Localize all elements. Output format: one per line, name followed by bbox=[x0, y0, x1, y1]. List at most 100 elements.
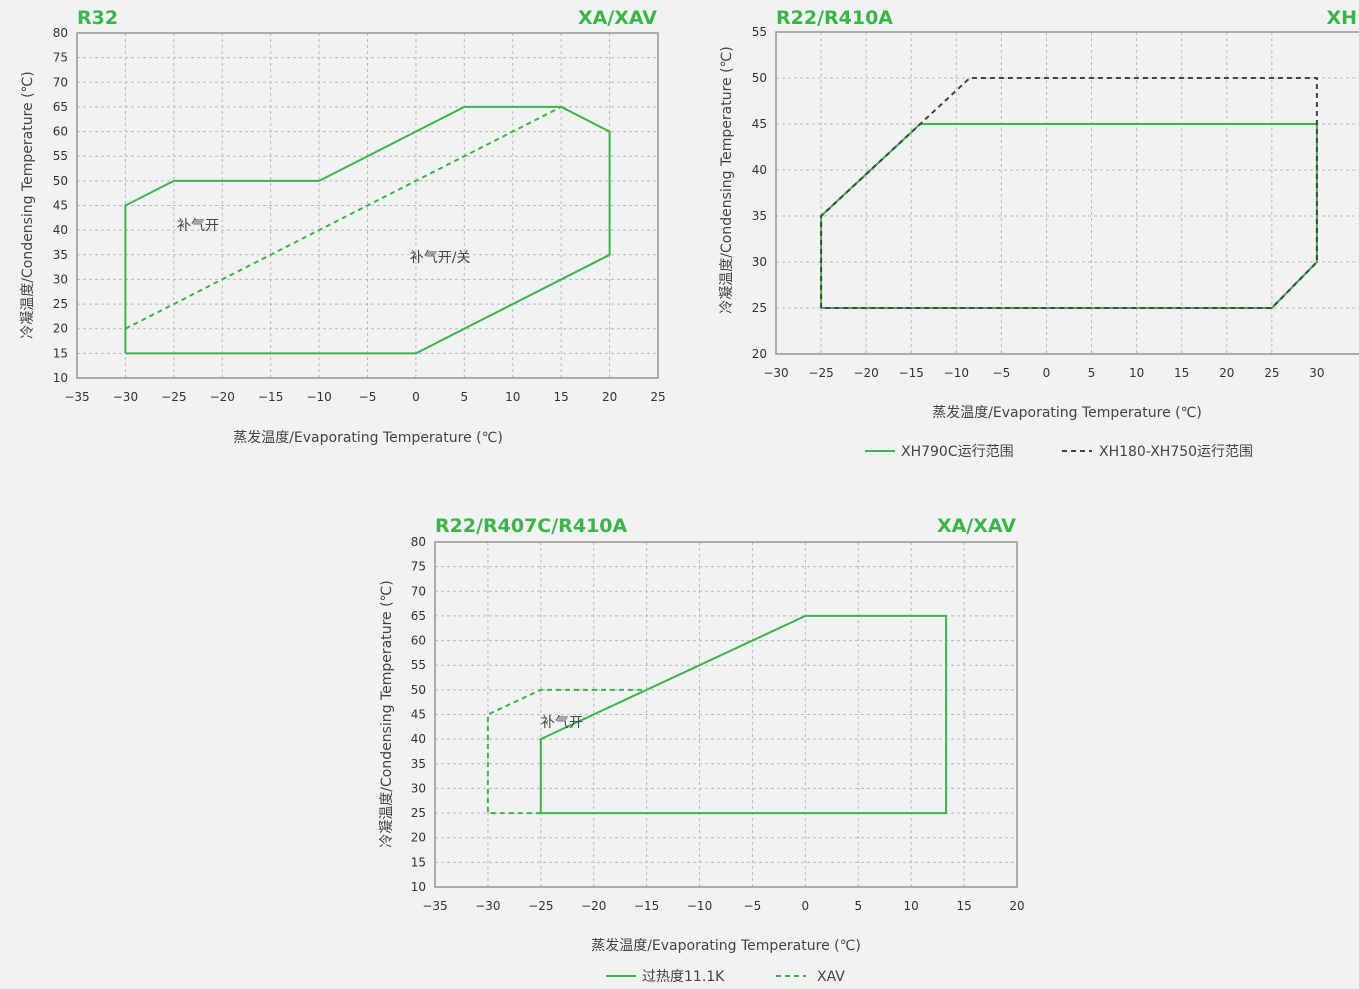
chart3-y-tick-label: 65 bbox=[411, 609, 426, 623]
chart1-y-axis-label: 冷凝温度/Condensing Temperature (℃) bbox=[20, 71, 36, 338]
chart3-x-tick-label: −15 bbox=[634, 899, 659, 913]
chart3-grid bbox=[435, 542, 1017, 887]
chart3-y-tick-label: 50 bbox=[411, 683, 426, 697]
chart2-x-tick-label: −25 bbox=[808, 366, 833, 380]
chart3-y-tick-label: 10 bbox=[411, 880, 426, 894]
chart2-x-ticks: −30 −25 −20 −15 −10 −5 0 5 10 15 20 25 30 bbox=[763, 366, 1324, 380]
chart3-legend: 过热度11.1K XAV bbox=[606, 969, 845, 985]
chart1-x-tick-label: 5 bbox=[461, 390, 469, 404]
chart2-y-tick-label: 30 bbox=[752, 255, 767, 269]
chart3-plot-frame bbox=[434, 541, 1018, 888]
chart1-y-tick-label: 55 bbox=[53, 149, 68, 163]
chart3-x-ticks: −35 −30 −25 −20 −15 −10 −5 0 5 10 15 20 bbox=[422, 899, 1024, 913]
chart1-x-tick-label: 25 bbox=[650, 390, 665, 404]
chart1-y-ticks: 10 15 20 25 30 35 40 45 50 55 60 65 70 75 80 bbox=[53, 26, 68, 385]
chart3-annotations: 补气开 bbox=[541, 715, 583, 731]
chart1-x-tick-label: 15 bbox=[554, 390, 569, 404]
chart2-y-tick-label: 25 bbox=[752, 301, 767, 315]
chart1-series-2-dashed-line bbox=[124, 106, 562, 330]
chart2-x-tick-label: −10 bbox=[944, 366, 969, 380]
chart3-y-axis-label: 冷凝温度/Condensing Temperature (℃) bbox=[379, 580, 395, 847]
chart2-x-tick-label: 15 bbox=[1174, 366, 1189, 380]
chart2-legend: XH790C运行范围 XH180-XH750运行范围 bbox=[865, 443, 1253, 460]
chart3-y-tick-label: 80 bbox=[411, 535, 426, 549]
chart3-x-tick-label: −30 bbox=[475, 899, 500, 913]
chart3-y-tick-label: 15 bbox=[411, 855, 426, 869]
chart1-x-ticks: −35 −30 −25 −20 −15 −10 −5 0 5 10 15 20 25 bbox=[64, 390, 665, 404]
chart2-y-tick-label: 20 bbox=[752, 347, 767, 361]
chart3-x-tick-label: −5 bbox=[744, 899, 762, 913]
chart3-title-model: XA/XAV bbox=[937, 515, 1016, 537]
chart3-y-tick-label: 40 bbox=[411, 732, 426, 746]
chart1-y-tick-label: 70 bbox=[53, 75, 68, 89]
chart2-series bbox=[820, 77, 1318, 309]
chart3-title-refrigerant: R22/R407C/R410A bbox=[435, 515, 627, 537]
chart3-series-1-solid-line bbox=[539, 614, 948, 815]
chart3-x-tick-label: −10 bbox=[687, 899, 712, 913]
chart1-x-axis-label: 蒸发温度/Evaporating Temperature (℃) bbox=[233, 430, 503, 446]
chart2-x-tick-label: 30 bbox=[1309, 366, 1324, 380]
chart1-y-tick-label: 75 bbox=[53, 51, 68, 65]
chart2-x-tick-label: 0 bbox=[1043, 366, 1051, 380]
chart1-y-tick-label: 30 bbox=[53, 272, 68, 286]
chart1-series-1-solid-line bbox=[124, 105, 611, 355]
chart2-title-refrigerant: R22/R410A bbox=[776, 7, 893, 29]
chart2-plot-frame bbox=[775, 31, 1359, 355]
chart1-x-tick-label: −15 bbox=[258, 390, 283, 404]
chart2-x-tick-label: −15 bbox=[899, 366, 924, 380]
chart2-x-tick-label: −30 bbox=[763, 366, 788, 380]
chart3-x-tick-label: 10 bbox=[904, 899, 919, 913]
chart1-y-tick-label: 65 bbox=[53, 100, 68, 114]
chart2-y-tick-label: 40 bbox=[752, 163, 767, 177]
chart2-series-1-solid-line bbox=[820, 123, 1318, 309]
chart3-x-tick-label: 20 bbox=[1009, 899, 1024, 913]
chart2-y-ticks: 20 25 30 35 40 45 50 55 bbox=[752, 25, 767, 361]
chart3-y-tick-label: 20 bbox=[411, 831, 426, 845]
chart2-series-2-dashed-line bbox=[820, 77, 1318, 309]
chart1-y-tick-label: 45 bbox=[53, 199, 68, 213]
chart2-y-tick-label: 55 bbox=[752, 25, 767, 39]
chart1-title-refrigerant: R32 bbox=[77, 7, 118, 29]
chart2-y-tick-label: 50 bbox=[752, 71, 767, 85]
chart2-x-axis-label: 蒸发温度/Evaporating Temperature (℃) bbox=[932, 405, 1202, 421]
chart3-y-tick-label: 45 bbox=[411, 708, 426, 722]
chart3-y-tick-label: 30 bbox=[411, 781, 426, 795]
chart2-x-tick-label: 25 bbox=[1264, 366, 1279, 380]
chart2-legend-label-1: XH790C运行范围 bbox=[901, 443, 1014, 460]
chart1-x-tick-label: −30 bbox=[113, 390, 138, 404]
chart1-x-tick-label: −20 bbox=[210, 390, 235, 404]
chart1-title-model: XA/XAV bbox=[578, 7, 657, 29]
chart-r22-r410a-xh: R22/R410A XH −30 −25 −20 −15 −10 −5 0 5 10 15 20 25… bbox=[719, 7, 1359, 460]
chart1-x-tick-label: −10 bbox=[306, 390, 331, 404]
chart1-y-tick-label: 10 bbox=[53, 371, 68, 385]
chart-r32-xa-xav: R32 XA/XAV −35 −30 −25 −20 −15 −10 −5 0 5 10 15 20 2… bbox=[20, 7, 666, 446]
chart1-x-tick-label: −35 bbox=[64, 390, 89, 404]
chart3-x-tick-label: 5 bbox=[854, 899, 862, 913]
chart3-legend-label-2: XAV bbox=[817, 969, 845, 985]
chart2-title-model: XH bbox=[1326, 7, 1357, 29]
chart3-y-tick-label: 60 bbox=[411, 634, 426, 648]
chart1-y-tick-label: 50 bbox=[53, 174, 68, 188]
chart1-x-tick-label: 0 bbox=[412, 390, 420, 404]
chart3-x-tick-label: 0 bbox=[802, 899, 810, 913]
chart3-y-ticks: 10 15 20 25 30 35 40 45 50 55 60 65 70 75 80 bbox=[411, 535, 426, 894]
chart1-y-tick-label: 20 bbox=[53, 322, 68, 336]
chart1-series bbox=[124, 105, 611, 355]
chart3-x-tick-label: 15 bbox=[956, 899, 971, 913]
chart3-x-tick-label: −20 bbox=[581, 899, 606, 913]
chart3-y-tick-label: 70 bbox=[411, 584, 426, 598]
chart2-x-tick-label: −20 bbox=[853, 366, 878, 380]
chart2-y-axis-label: 冷凝温度/Condensing Temperature (℃) bbox=[719, 46, 735, 313]
chart2-x-tick-label: −5 bbox=[993, 366, 1011, 380]
chart1-x-tick-label: −5 bbox=[359, 390, 377, 404]
chart2-y-tick-label: 45 bbox=[752, 117, 767, 131]
chart1-annotation: 补气开/关 bbox=[410, 250, 471, 266]
chart-r22-r407c-r410a-xa-xav: R22/R407C/R410A XA/XAV −35 −30 −25 −20 −15 −1… bbox=[379, 515, 1025, 985]
chart3-series-2-dashed-line bbox=[486, 688, 647, 815]
chart3-y-tick-label: 55 bbox=[411, 658, 426, 672]
chart1-x-tick-label: 20 bbox=[602, 390, 617, 404]
chart2-x-tick-label: 20 bbox=[1219, 366, 1234, 380]
chart2-legend-label-2: XH180-XH750运行范围 bbox=[1099, 443, 1253, 460]
